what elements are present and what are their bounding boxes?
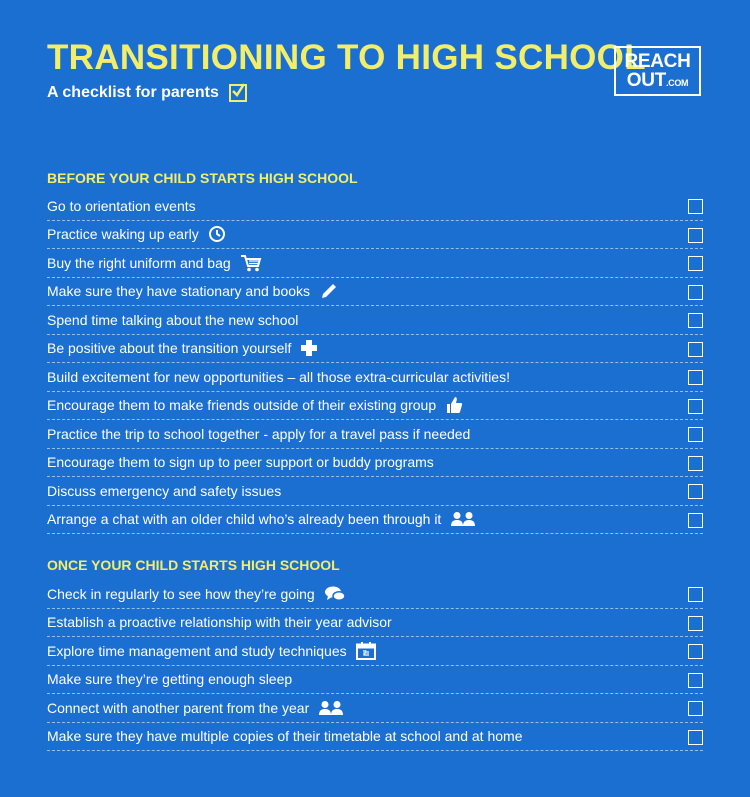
checklist-item-label: Establish a proactive relationship with … [47,614,392,631]
checklist-checkbox[interactable] [688,370,703,385]
checklist-item-label: Arrange a chat with an older child who’s… [47,511,442,528]
checklist-item-label: Check in regularly to see how they’re go… [47,585,315,602]
subtitle-text: A checklist for parents [47,84,219,101]
checklist-checkbox[interactable] [688,284,703,300]
checklist-item: Buy the right uniform and bag [47,249,703,278]
checklist-item-label: Practice the trip to school together - a… [47,425,471,442]
checklist-checkbox[interactable] [688,701,703,716]
checklist-checkbox[interactable] [688,587,703,602]
calendar-icon [355,641,376,660]
checklist-item: Arrange a chat with an older child who’s… [47,506,703,534]
checklist-item-label: Make sure they have multiple copies of t… [47,728,523,745]
logo-line1: REACH [624,51,691,72]
checklist-item: Encourage them to make friends outside o… [47,392,703,420]
checklist-checkbox[interactable] [688,427,703,442]
reachout-logo: REACH OUT.COM [614,46,701,96]
checklist-item-label: Connect with another parent from the yea… [47,699,310,716]
checklist-checkbox[interactable] [688,615,703,631]
checklist-item-label: Go to orientation events [47,197,196,214]
checklist-item-label: Be positive about the transition yoursel… [47,340,292,357]
checklist-checkbox[interactable] [688,341,703,357]
checklist-item: Go to orientation events [47,192,703,221]
people-icon [318,700,344,716]
checklist-checkbox[interactable] [688,644,703,659]
checklist-item-label: Spend time talking about the new school [47,311,299,328]
shopping-cart-icon [240,254,262,272]
people-icon [450,511,476,527]
checklist-item: Spend time talking about the new school [47,306,703,335]
checkmark-box-icon [228,83,247,102]
checklist-item: Encourage them to sign up to peer suppor… [47,449,703,477]
checklist-checkbox[interactable] [688,256,703,271]
checklist-item-label: Discuss emergency and safety issues [47,482,282,499]
checklist-checkbox[interactable] [688,227,703,243]
checklist-item-label: Make sure they’re getting enough sleep [47,671,293,688]
checklist-checkbox[interactable] [688,729,703,745]
checklist-checkbox[interactable] [688,199,703,214]
checklist-checkbox[interactable] [688,398,703,414]
checklist-item: Practice waking up early [47,221,703,249]
checklist-item: Build excitement for new opportunities –… [47,363,703,392]
checklist-item: Practice the trip to school together - a… [47,420,703,449]
page-title: TRANSITIONING TO HIGH SCHOOL [47,38,646,77]
pencil-icon [319,281,339,301]
checklist-checkbox[interactable] [688,313,703,328]
checklist-checkbox[interactable] [688,484,703,499]
thumbs-up-icon [445,395,463,415]
checklist-item: Establish a proactive relationship with … [47,609,703,637]
logo-line2: OUT.COM [627,71,689,90]
clock-icon [208,225,226,243]
checklist-item-label: Encourage them to sign up to peer suppor… [47,454,434,471]
checklist-item-label: Buy the right uniform and bag [47,254,231,271]
checklist-item: Make sure they have multiple copies of t… [47,723,703,751]
checklist-before: Go to orientation events Practice waking … [47,192,703,534]
subtitle: A checklist for parents [47,83,247,102]
checklist-item-label: Encourage them to make friends outside o… [47,397,437,414]
section-heading-once: ONCE YOUR CHILD STARTS HIGH SCHOOL [47,557,340,573]
checklist-item: Be positive about the transition yoursel… [47,335,703,363]
checklist-once: Check in regularly to see how they’re go… [47,580,703,751]
checklist-item: Discuss emergency and safety issues [47,477,703,506]
logo-line2-text: OUT [626,70,667,91]
checklist-item: Connect with another parent from the yea… [47,694,703,723]
checklist-item-label: Make sure they have stationary and books [47,283,311,300]
checklist-item: Check in regularly to see how they’re go… [47,580,703,609]
chat-bubbles-icon [324,585,346,603]
checklist-checkbox[interactable] [688,455,703,471]
checklist-item: Make sure they have stationary and books [47,278,703,306]
checklist-item: Make sure they’re getting enough sleep [47,666,703,694]
checklist-item-label: Explore time management and study techni… [47,642,347,659]
checklist-item: Explore time management and study techni… [47,637,703,666]
checklist-checkbox[interactable] [688,512,703,528]
checklist-item-label: Practice waking up early [47,226,199,243]
checklist-item-label: Build excitement for new opportunities –… [47,368,510,385]
plus-icon [300,339,318,357]
section-heading-before: BEFORE YOUR CHILD STARTS HIGH SCHOOL [47,170,358,186]
logo-suffix: .COM [665,78,689,88]
checklist-checkbox[interactable] [688,672,703,688]
